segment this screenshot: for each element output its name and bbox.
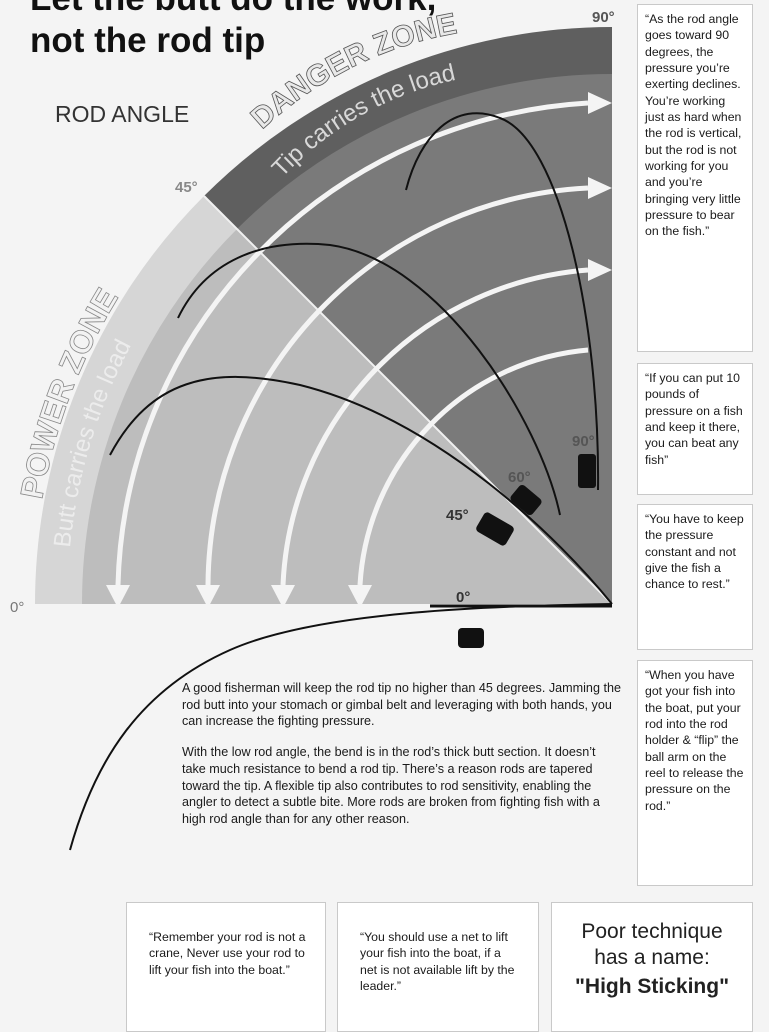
arrow-heads (106, 92, 612, 608)
quote-text-3: “You have to keep the pressure constant … (645, 512, 744, 592)
label-90-top: 90° (592, 9, 615, 26)
high-sticking-label: "High Sticking" (574, 974, 730, 998)
rods (69, 112, 613, 851)
reel-0 (458, 628, 484, 648)
body-text: A good fisherman will keep the rod tip n… (182, 680, 622, 842)
rod-45 (109, 375, 613, 605)
quote-box-6: “You should use a net to lift your fish … (337, 902, 539, 1032)
quote-box-2: “If you can put 10 pounds of pressure on… (637, 363, 753, 495)
label-0-left: 0° (10, 599, 24, 616)
body-paragraph-2: With the low rod angle, the bend is in t… (182, 745, 600, 827)
title-line-1: Let the butt do the work, (30, 0, 600, 20)
label-45-arc: 45° (175, 179, 198, 196)
quote-text-1: “As the rod angle goes toward 90 degrees… (645, 12, 742, 239)
quote-text-2: “If you can put 10 pounds of pressure on… (645, 371, 743, 467)
label-reel-0: 0° (456, 589, 470, 606)
poor-technique-line-2: has a name: (594, 946, 710, 970)
rod-60 (177, 242, 561, 516)
pressure-arrows (115, 100, 589, 586)
quote-text-5: “Remember your rod is not a crane, Never… (149, 930, 306, 977)
poor-technique-box: Poor technique has a name: "High Stickin… (551, 902, 753, 1032)
page-title: Let the butt do the work, not the rod ti… (30, 0, 600, 62)
reels (458, 454, 596, 648)
danger-zone-field (237, 73, 612, 605)
label-reel-90: 90° (572, 433, 595, 450)
quote-box-3: “You have to keep the pressure constant … (637, 504, 753, 650)
quote-text-4: “When you have got your fish into the bo… (645, 668, 744, 813)
body-paragraph-1: A good fisherman will keep the rod tip n… (182, 681, 621, 729)
quote-box-5: “Remember your rod is not a crane, Never… (126, 902, 326, 1032)
quote-text-6: “You should use a net to lift your fish … (360, 930, 515, 994)
label-reel-45: 45° (446, 507, 469, 524)
quote-box-1: “As the rod angle goes toward 90 degrees… (637, 4, 753, 352)
radial-45-line (203, 195, 613, 605)
rod-90 (405, 112, 600, 491)
title-line-2: not the rod tip (30, 21, 266, 60)
reel-90 (578, 454, 596, 488)
reel-45 (476, 512, 514, 546)
label-reel-60: 60° (508, 469, 531, 486)
reel-60 (510, 484, 542, 516)
poor-technique-line-1: Poor technique (581, 920, 723, 943)
quote-box-4: “When you have got your fish into the bo… (637, 660, 753, 886)
rod-angle-heading: ROD ANGLE (55, 101, 189, 127)
